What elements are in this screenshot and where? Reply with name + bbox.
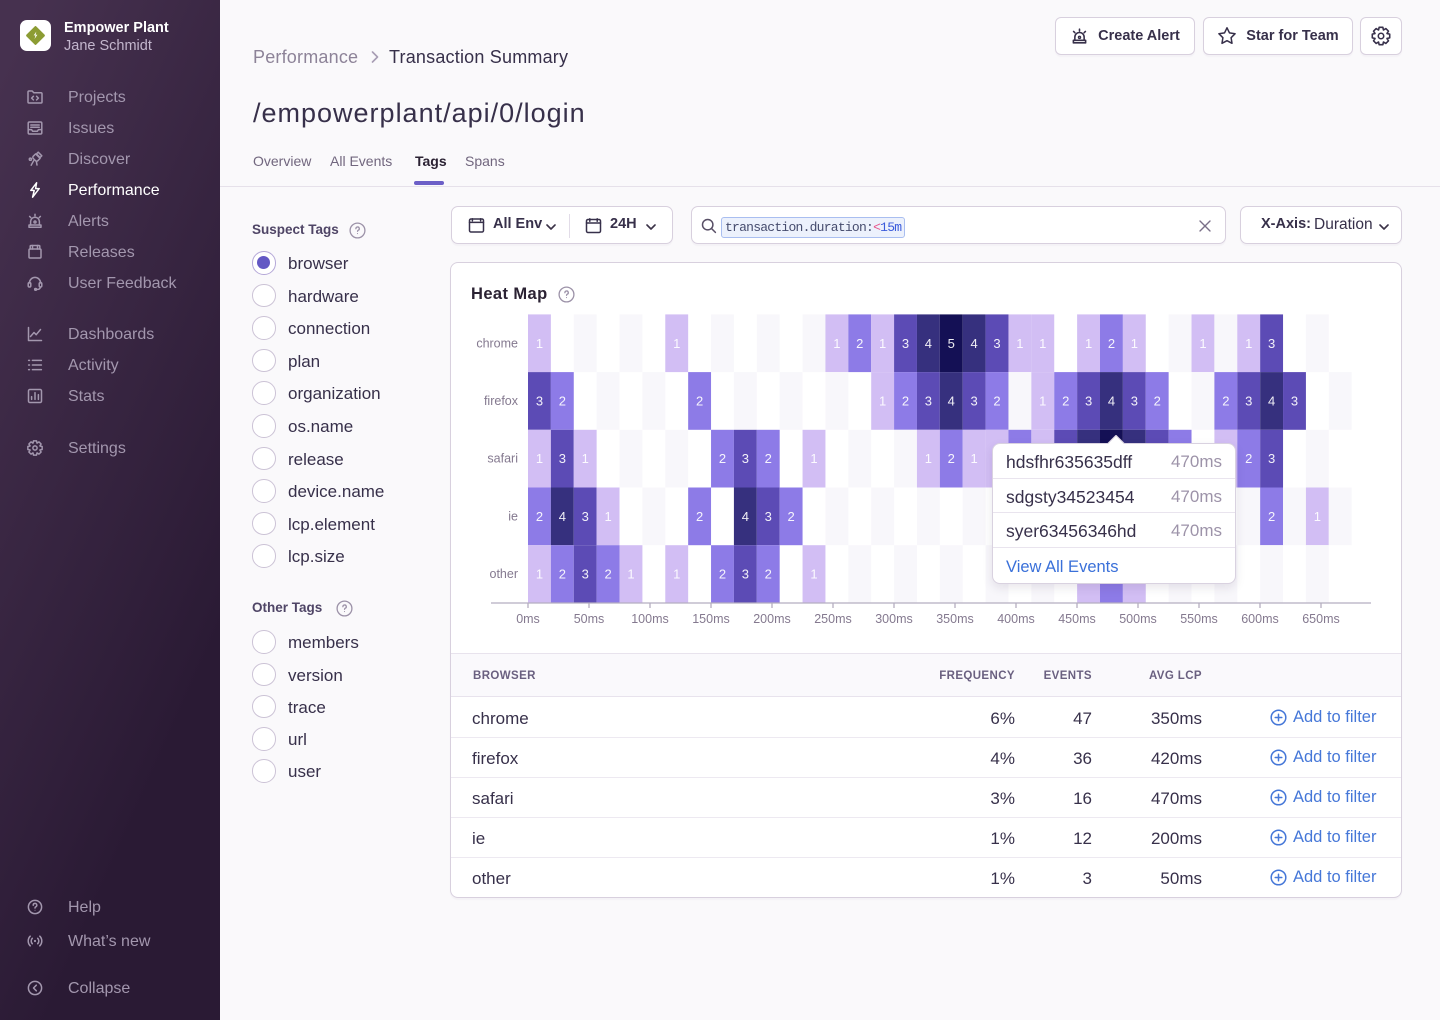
svg-text:3: 3 (1291, 393, 1298, 408)
svg-text:3: 3 (925, 393, 932, 408)
svg-text:3: 3 (1085, 393, 1092, 408)
svg-text:2: 2 (536, 509, 543, 524)
svg-text:1: 1 (1085, 336, 1092, 351)
svg-text:3: 3 (1268, 451, 1275, 466)
svg-text:2: 2 (719, 451, 726, 466)
svg-text:100ms: 100ms (631, 612, 669, 626)
svg-text:3: 3 (559, 451, 566, 466)
svg-text:1: 1 (1016, 336, 1023, 351)
svg-text:250ms: 250ms (814, 612, 852, 626)
svg-text:2: 2 (788, 509, 795, 524)
svg-text:150ms: 150ms (692, 612, 730, 626)
svg-text:4: 4 (1108, 393, 1115, 408)
svg-text:350ms: 350ms (936, 612, 974, 626)
svg-text:1: 1 (627, 567, 634, 582)
svg-text:1: 1 (879, 336, 886, 351)
svg-text:1: 1 (833, 336, 840, 351)
svg-text:3: 3 (765, 509, 772, 524)
svg-text:2: 2 (1222, 393, 1229, 408)
svg-text:300ms: 300ms (875, 612, 913, 626)
svg-text:400ms: 400ms (997, 612, 1035, 626)
svg-text:1: 1 (1039, 336, 1046, 351)
svg-text:3: 3 (993, 336, 1000, 351)
svg-text:2: 2 (1245, 451, 1252, 466)
svg-text:2: 2 (719, 567, 726, 582)
svg-text:2: 2 (1062, 393, 1069, 408)
svg-text:4: 4 (1268, 393, 1275, 408)
svg-text:550ms: 550ms (1180, 612, 1218, 626)
svg-text:3: 3 (1245, 393, 1252, 408)
svg-text:2: 2 (1154, 393, 1161, 408)
svg-text:3: 3 (971, 393, 978, 408)
svg-text:3: 3 (902, 336, 909, 351)
svg-text:2: 2 (856, 336, 863, 351)
svg-text:3: 3 (742, 567, 749, 582)
svg-text:3: 3 (1268, 336, 1275, 351)
svg-text:1: 1 (971, 451, 978, 466)
svg-text:2: 2 (993, 393, 1000, 408)
svg-text:1: 1 (879, 393, 886, 408)
svg-text:1: 1 (925, 451, 932, 466)
svg-text:1: 1 (1199, 336, 1206, 351)
svg-text:ie: ie (508, 509, 518, 523)
svg-text:4: 4 (948, 393, 955, 408)
svg-text:1: 1 (673, 336, 680, 351)
svg-text:firefox: firefox (484, 394, 519, 408)
svg-text:2: 2 (1108, 336, 1115, 351)
svg-text:2: 2 (948, 451, 955, 466)
svg-text:500ms: 500ms (1119, 612, 1157, 626)
svg-text:3: 3 (582, 509, 589, 524)
svg-text:2: 2 (1268, 509, 1275, 524)
svg-text:1: 1 (536, 567, 543, 582)
svg-text:1: 1 (1039, 393, 1046, 408)
svg-text:2: 2 (559, 567, 566, 582)
svg-text:650ms: 650ms (1302, 612, 1340, 626)
svg-text:1: 1 (673, 567, 680, 582)
svg-text:1: 1 (810, 451, 817, 466)
svg-text:0ms: 0ms (516, 612, 540, 626)
svg-text:3: 3 (582, 567, 589, 582)
svg-text:1: 1 (536, 336, 543, 351)
svg-text:3: 3 (742, 451, 749, 466)
svg-text:2: 2 (559, 393, 566, 408)
svg-text:other: other (490, 567, 519, 581)
svg-text:1: 1 (536, 451, 543, 466)
svg-text:2: 2 (902, 393, 909, 408)
svg-text:2: 2 (696, 509, 703, 524)
svg-text:600ms: 600ms (1241, 612, 1279, 626)
svg-text:2: 2 (696, 393, 703, 408)
svg-text:safari: safari (487, 452, 518, 466)
svg-text:2: 2 (604, 567, 611, 582)
svg-text:chrome: chrome (476, 336, 518, 350)
svg-text:1: 1 (582, 451, 589, 466)
svg-text:1: 1 (810, 567, 817, 582)
svg-text:3: 3 (536, 393, 543, 408)
svg-text:1: 1 (604, 509, 611, 524)
svg-text:3: 3 (1131, 393, 1138, 408)
svg-text:200ms: 200ms (753, 612, 791, 626)
svg-text:4: 4 (559, 509, 566, 524)
svg-text:4: 4 (971, 336, 978, 351)
svg-text:2: 2 (765, 567, 772, 582)
svg-text:5: 5 (948, 336, 955, 351)
svg-text:4: 4 (742, 509, 749, 524)
svg-text:450ms: 450ms (1058, 612, 1096, 626)
svg-text:2: 2 (765, 451, 772, 466)
svg-text:50ms: 50ms (574, 612, 605, 626)
svg-text:1: 1 (1131, 336, 1138, 351)
svg-text:1: 1 (1314, 509, 1321, 524)
svg-text:1: 1 (1245, 336, 1252, 351)
svg-text:4: 4 (925, 336, 932, 351)
